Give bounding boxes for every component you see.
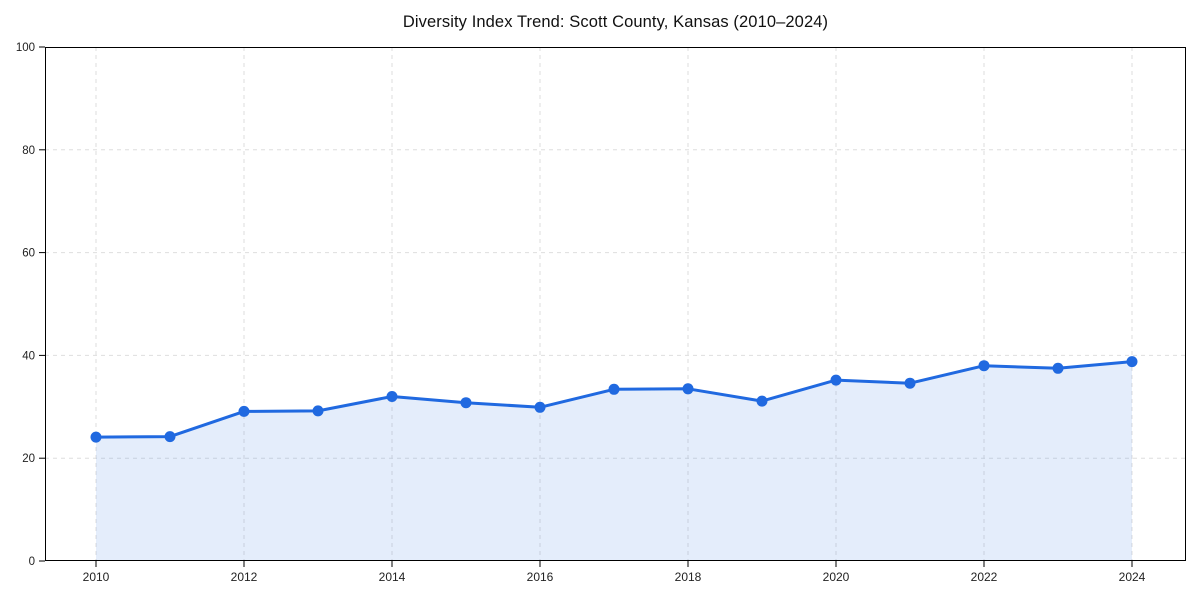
y-tick-label-20: 20 [22,453,35,465]
y-tick-label-100: 100 [16,42,35,54]
data-point-2016 [534,401,546,413]
x-tick-label-2024: 2024 [1119,570,1146,584]
data-point-2013 [312,405,324,417]
data-point-2024 [1126,356,1138,368]
x-tick-label-2022: 2022 [971,570,998,584]
x-tick-label-2010: 2010 [83,570,110,584]
x-tick-label-2012: 2012 [231,570,258,584]
data-point-2015 [460,397,472,409]
x-tick-label-2014: 2014 [379,570,406,584]
data-point-2010 [90,431,102,443]
data-point-2023 [1052,362,1064,374]
data-point-2022 [978,360,990,372]
y-tick-label-0: 0 [29,556,35,568]
plot-border [45,47,1186,561]
data-point-2017 [608,383,620,395]
x-tick-label-2016: 2016 [527,570,554,584]
data-point-2018 [682,383,694,395]
data-point-2014 [386,391,398,402]
x-tick-label-2018: 2018 [675,570,702,584]
data-point-2021 [904,377,916,389]
data-point-2011 [164,431,176,443]
area-fill [96,361,1132,561]
chart-title: Diversity Index Trend: Scott County, Kan… [402,13,829,31]
data-point-2019 [756,395,768,407]
plot-area: 0 20 40 60 80 100 2010 2012 2014 2016 2018 2020 2022… [16,42,1186,584]
data-point-2012 [238,405,250,417]
x-tick-label-2020: 2020 [823,570,850,584]
y-tick-label-40: 40 [22,350,35,362]
data-point-2020 [830,374,842,386]
y-tick-label-60: 60 [22,248,35,260]
y-tick-label-80: 80 [22,145,35,157]
